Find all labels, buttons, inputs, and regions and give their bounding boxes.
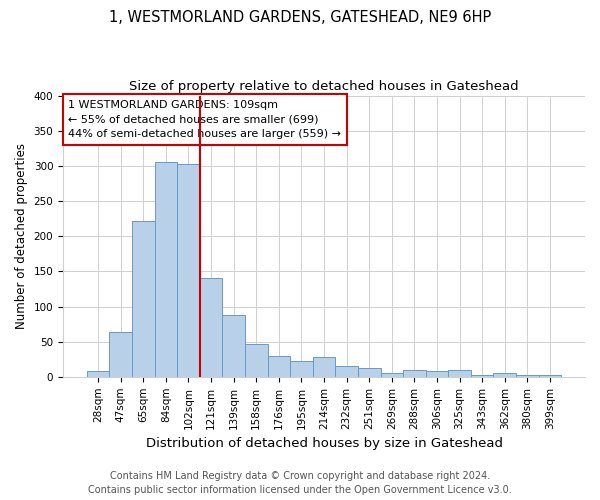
Text: 1, WESTMORLAND GARDENS, GATESHEAD, NE9 6HP: 1, WESTMORLAND GARDENS, GATESHEAD, NE9 6… xyxy=(109,10,491,25)
Text: Contains HM Land Registry data © Crown copyright and database right 2024.
Contai: Contains HM Land Registry data © Crown c… xyxy=(88,471,512,495)
Bar xyxy=(335,366,358,377)
X-axis label: Distribution of detached houses by size in Gateshead: Distribution of detached houses by size … xyxy=(146,437,503,450)
Bar xyxy=(539,374,561,377)
Bar xyxy=(200,278,223,377)
Bar xyxy=(471,374,493,377)
Y-axis label: Number of detached properties: Number of detached properties xyxy=(15,143,28,329)
Bar xyxy=(132,220,155,377)
Bar xyxy=(155,162,177,377)
Bar xyxy=(177,164,200,377)
Bar xyxy=(516,374,539,377)
Bar xyxy=(493,374,516,377)
Bar xyxy=(380,374,403,377)
Text: 1 WESTMORLAND GARDENS: 109sqm
← 55% of detached houses are smaller (699)
44% of : 1 WESTMORLAND GARDENS: 109sqm ← 55% of d… xyxy=(68,100,341,140)
Bar xyxy=(358,368,380,377)
Bar xyxy=(268,356,290,377)
Bar xyxy=(87,371,109,377)
Bar xyxy=(448,370,471,377)
Bar xyxy=(109,332,132,377)
Bar xyxy=(403,370,425,377)
Bar xyxy=(290,360,313,377)
Bar xyxy=(245,344,268,377)
Title: Size of property relative to detached houses in Gateshead: Size of property relative to detached ho… xyxy=(129,80,519,93)
Bar xyxy=(425,371,448,377)
Bar xyxy=(313,357,335,377)
Bar xyxy=(223,315,245,377)
